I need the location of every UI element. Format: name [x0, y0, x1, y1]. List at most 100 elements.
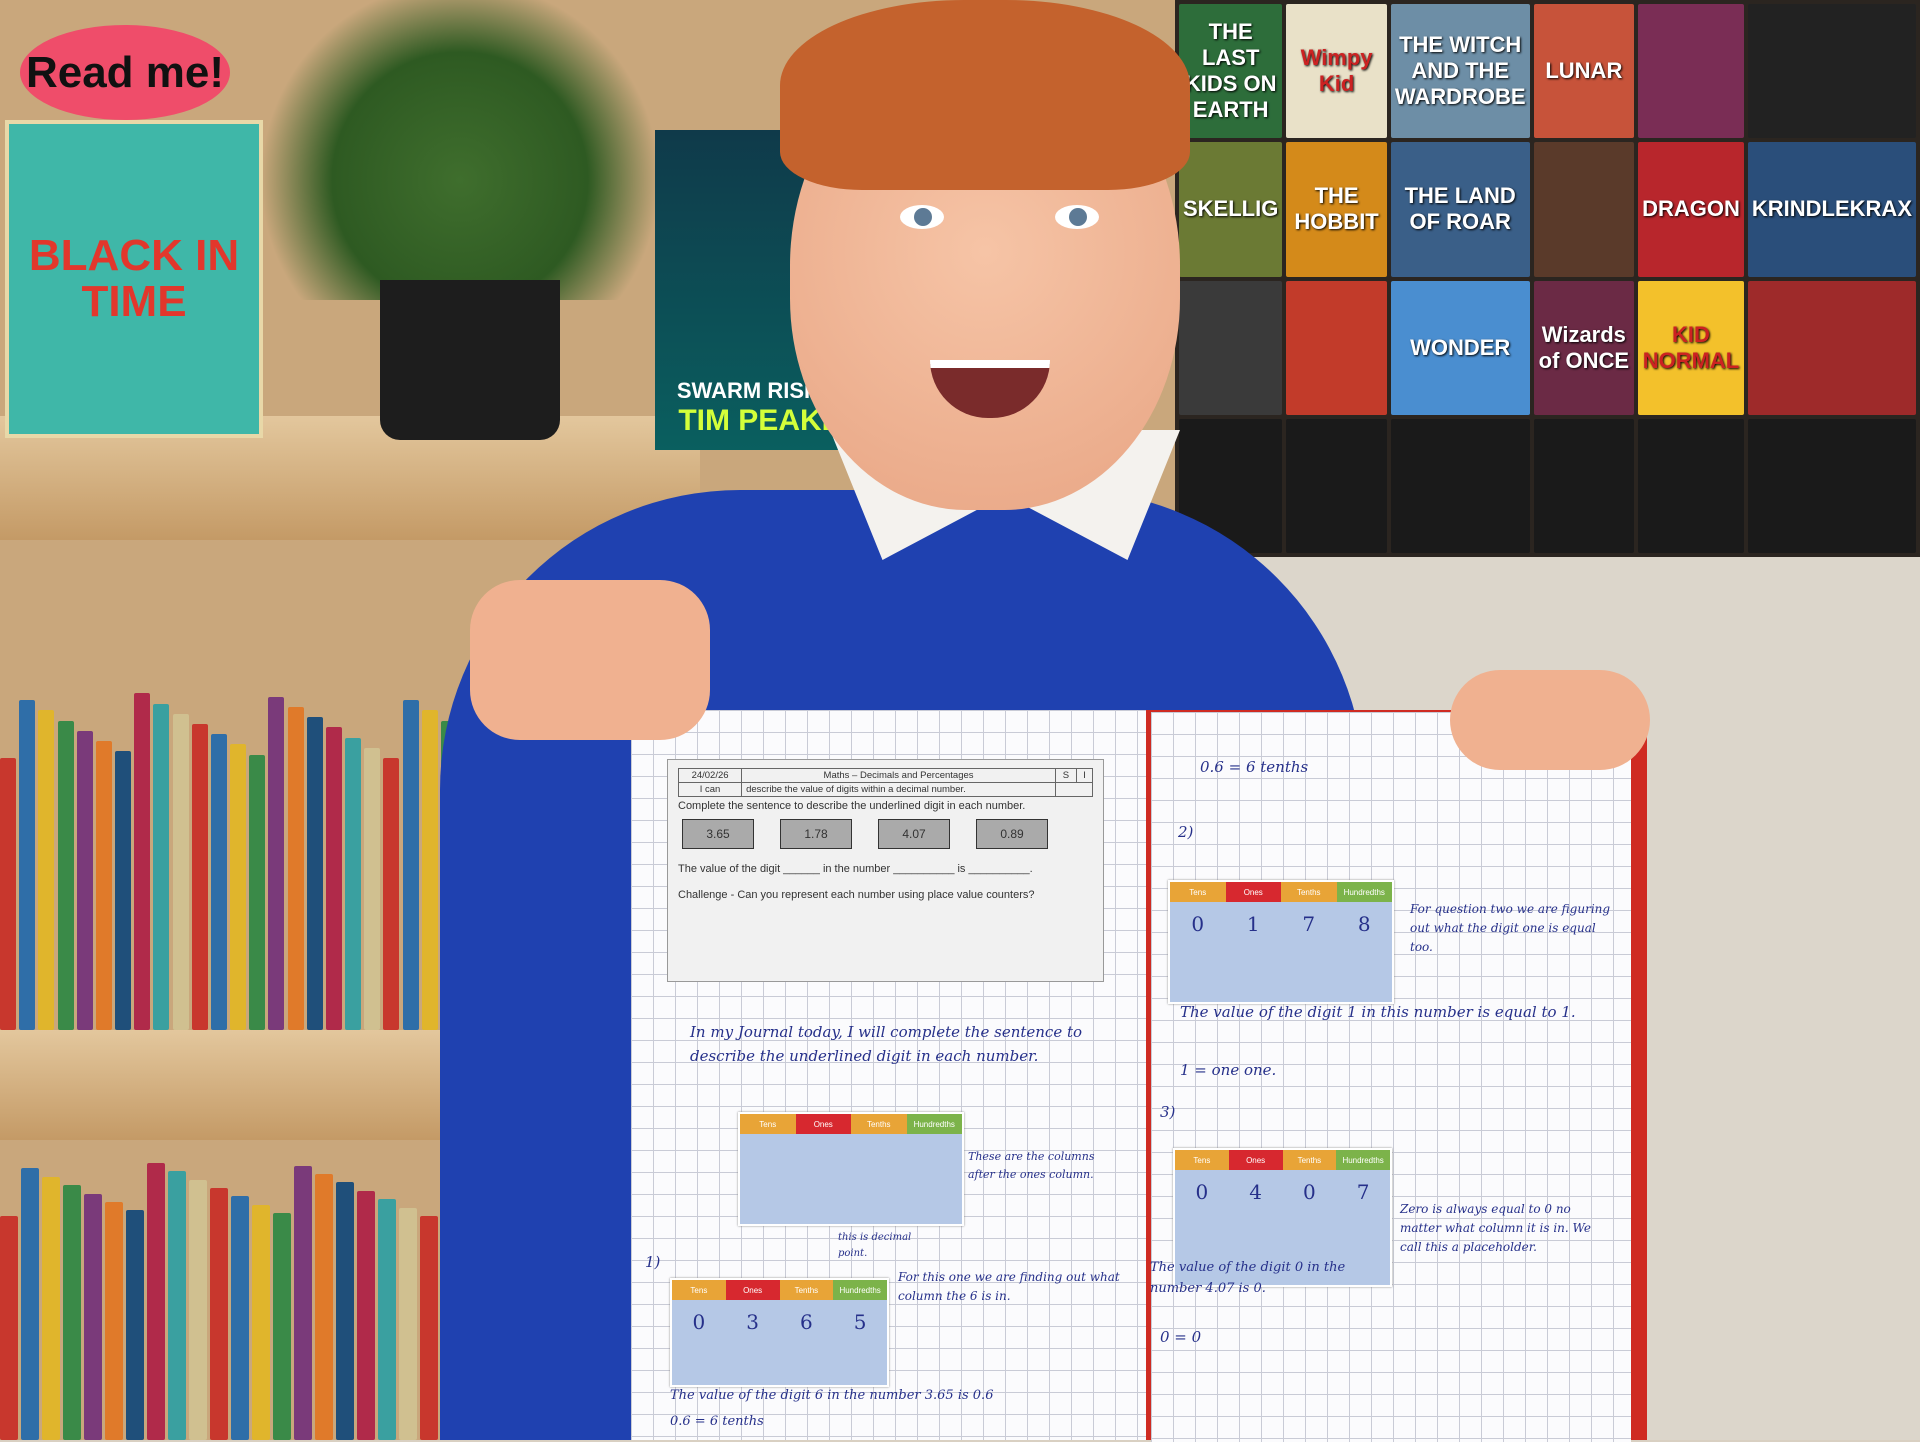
book-cover: WONDER: [1390, 280, 1530, 415]
book-spine: [315, 1174, 333, 1440]
book-cover: Wizards of ONCE: [1533, 280, 1635, 415]
book-spine: [364, 747, 381, 1030]
place-value-header: Tens Ones Tenths Hundredths: [672, 1280, 887, 1300]
sentence-frame: The value of the digit ______ in the num…: [678, 863, 1033, 875]
handwritten-q1-result-right: 0.6 = 6 tenths: [1200, 758, 1309, 776]
digit: 0: [1191, 912, 1205, 936]
column-header: Ones: [1225, 882, 1281, 902]
column-header: Tens: [740, 1114, 796, 1134]
book-cover: [1390, 418, 1530, 553]
place-value-chart: Tens Ones Tenths Hundredths 0 4 0 7: [1173, 1148, 1392, 1287]
book-spine: [57, 720, 74, 1030]
book-spine: [231, 1196, 249, 1440]
book-spine: [126, 1210, 144, 1440]
digit: 8: [1357, 912, 1371, 936]
number-box: 4.07: [878, 819, 950, 849]
book-spine: [345, 737, 362, 1030]
book-spine: [325, 727, 342, 1030]
book-cover: [1533, 142, 1635, 277]
digit: 0: [1303, 1180, 1316, 1204]
place-value-header: Tens Ones Tenths Hundredths: [1170, 882, 1392, 902]
book-cover: [1286, 418, 1387, 553]
book-cover: DRAGON: [1638, 142, 1744, 277]
book-cover: Wimpy Kid: [1286, 4, 1387, 139]
column-header: Tens: [1170, 882, 1226, 902]
book-spine: [147, 1162, 165, 1440]
book-spine: [383, 758, 400, 1030]
place-value-digits: 0 1 7 8: [1170, 902, 1392, 936]
book-cover: [1747, 4, 1916, 139]
book-cover: THE LAND OF ROAR: [1390, 142, 1530, 277]
handwritten-intro: In my Journal today, I will complete the…: [690, 1023, 1083, 1065]
digit: 0: [692, 1310, 706, 1334]
book-cover: [1638, 418, 1744, 553]
book-row-middle: [0, 690, 460, 1030]
column-header: Hundredths: [1336, 882, 1392, 902]
book-cover: SKELLIG: [1179, 142, 1283, 277]
book-spine: [95, 741, 112, 1030]
place-value-digits: [740, 1134, 962, 1144]
worksheet-header-table: 24/02/26 Maths – Decimals and Percentages…: [677, 768, 1094, 797]
handwritten-q2-answer: The value of the digit 1 in this number …: [1180, 1003, 1576, 1021]
challenge: Challenge - Can you represent each numbe…: [678, 889, 1035, 901]
book-spine: [105, 1202, 123, 1440]
place-value-digits: 0 4 0 7: [1175, 1170, 1390, 1204]
column-header: Tenths: [1282, 1150, 1337, 1170]
column-header: Tenths: [779, 1280, 834, 1300]
book-cover: LUNAR: [1533, 4, 1635, 139]
digit: 7: [1356, 1180, 1370, 1204]
handwritten-q1-answer: The value of the digit 6 in the number 3…: [670, 1388, 994, 1403]
book-cover: [1638, 4, 1744, 139]
book-spine: [210, 1188, 228, 1440]
column-header: Ones: [1228, 1150, 1283, 1170]
book-spine: [134, 693, 151, 1030]
digit: 4: [1249, 1180, 1262, 1204]
handwritten-q3-result: 0 = 0: [1160, 1328, 1202, 1346]
book-spine: [268, 696, 285, 1030]
handwritten-q2-note: For question two we are figuring out wha…: [1410, 902, 1611, 955]
book-cover: THE LAST KIDS ON EARTH: [1179, 4, 1283, 139]
book-spine: [210, 734, 227, 1030]
book-spine: [63, 1185, 81, 1440]
book-cover: [1747, 280, 1916, 415]
book-cover: THE WITCH AND THE WARDROBE: [1390, 4, 1530, 139]
book-cover-wall: THE LAST KIDS ON EARTH Wimpy Kid THE WIT…: [1175, 0, 1920, 557]
digit: 5: [853, 1310, 867, 1334]
book-spine: [252, 1204, 270, 1440]
column-header: Hundredths: [833, 1280, 887, 1300]
right-eye: [1055, 205, 1099, 229]
book-cover: [1179, 280, 1283, 415]
book-spine: [399, 1207, 417, 1440]
book-cover: [1747, 418, 1916, 553]
book-spine: [172, 713, 189, 1030]
right-hand: [1450, 670, 1650, 770]
book-spine: [38, 710, 55, 1030]
handwritten-columns-note: These are the columns after the ones col…: [968, 1150, 1095, 1181]
place-value-digits: 0 3 6 5: [672, 1300, 887, 1334]
q3-label: 3): [1160, 1103, 1176, 1121]
book-spine: [421, 710, 438, 1030]
book-black-in-time: BLACK IN TIME: [5, 120, 263, 438]
book-spine: [0, 1216, 18, 1440]
place-value-chart: Tens Ones Tenths Hundredths: [738, 1112, 964, 1226]
column-header: Tens: [672, 1280, 726, 1300]
book-cover: [1533, 418, 1635, 553]
book-spine: [19, 700, 36, 1030]
digit: 3: [746, 1310, 759, 1334]
book-cover: THE HOBBIT: [1286, 142, 1387, 277]
notebook-right-page: [1151, 712, 1631, 1442]
book-spine: [378, 1199, 396, 1440]
book-spine: [153, 703, 170, 1030]
red-hair: [780, 0, 1190, 190]
book-spine: [168, 1171, 186, 1440]
place-value-header: Tens Ones Tenths Hundredths: [740, 1114, 962, 1134]
book-spine: [191, 724, 208, 1030]
number-boxes: 3.65 1.78 4.07 0.89: [668, 815, 1103, 849]
column-header: Tenths: [851, 1114, 907, 1134]
number-box: 3.65: [682, 819, 754, 849]
worksheet: 24/02/26 Maths – Decimals and Percentages…: [667, 759, 1104, 982]
book-spine: [230, 744, 247, 1030]
book-spine: [294, 1165, 312, 1440]
book-cover: KID NORMAL: [1638, 280, 1744, 415]
book-spine: [306, 717, 323, 1030]
